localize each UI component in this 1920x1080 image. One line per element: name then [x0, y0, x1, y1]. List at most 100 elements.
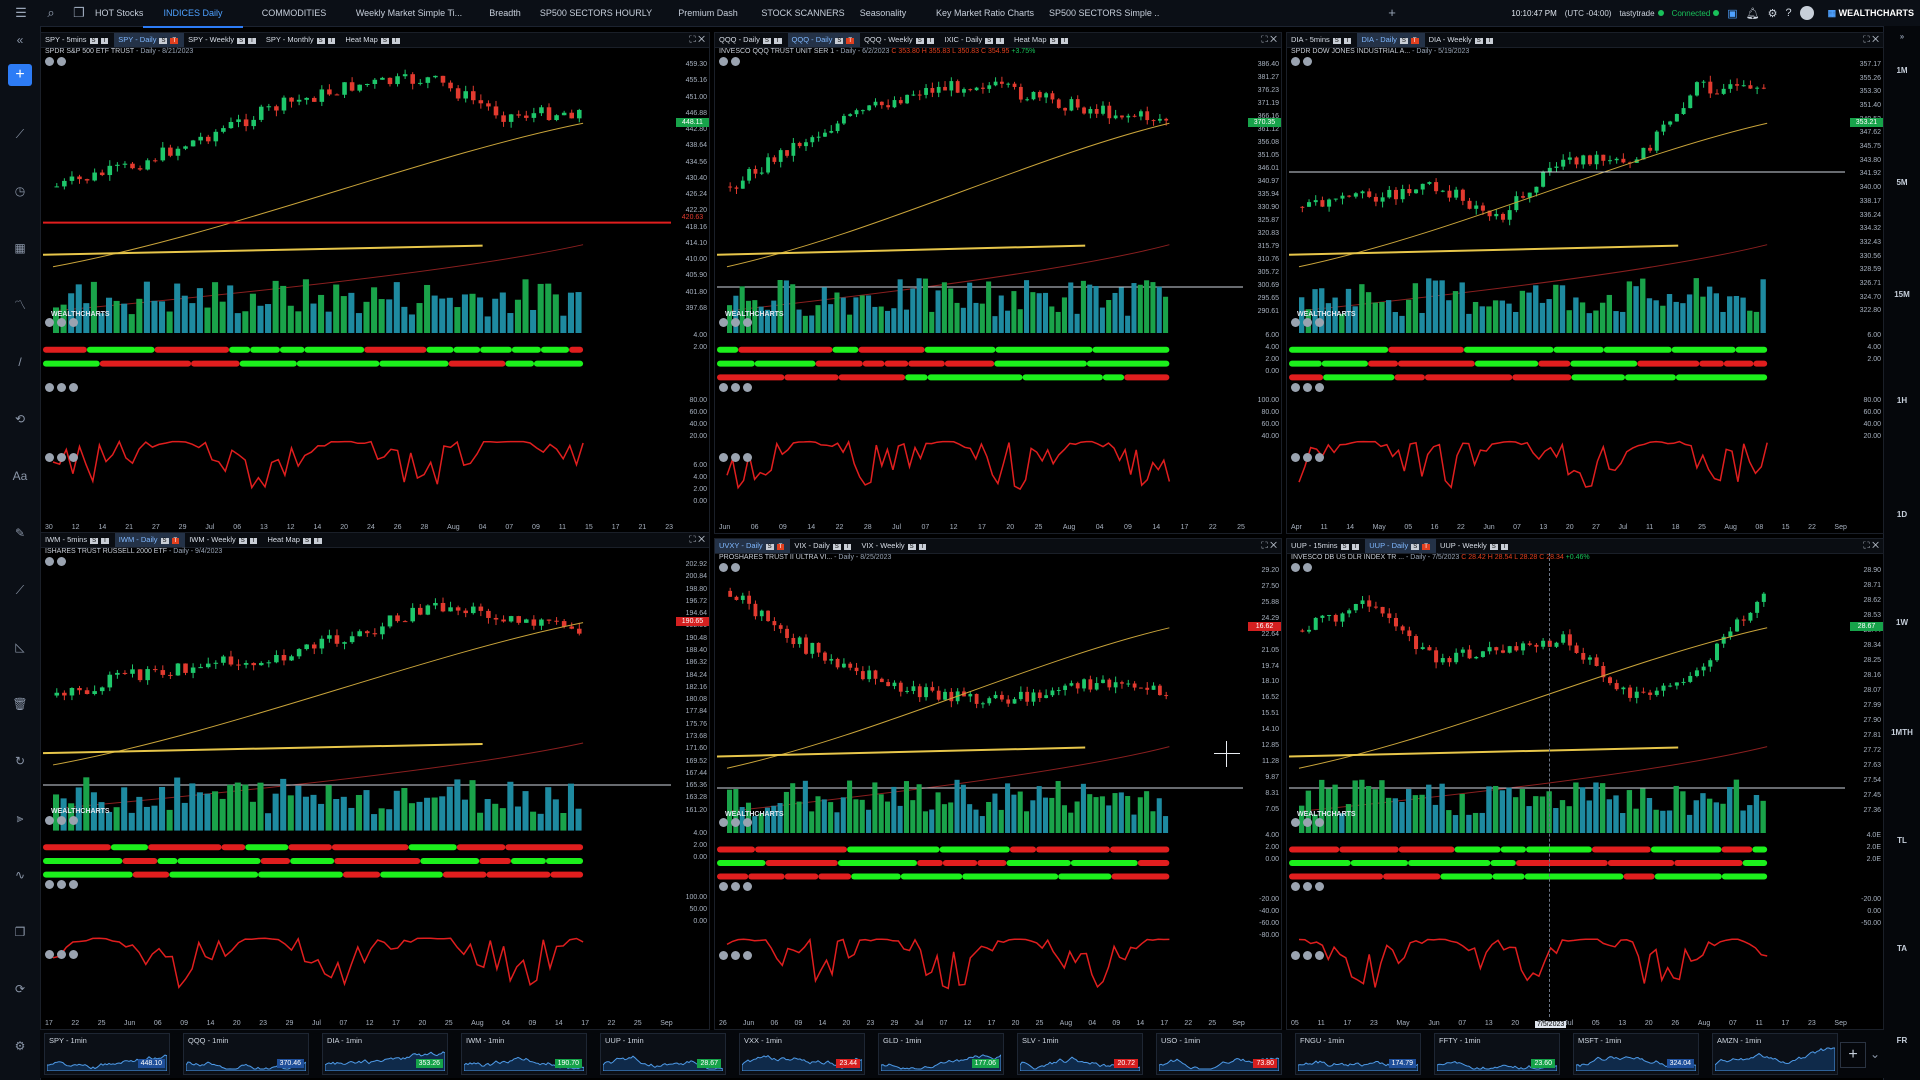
- indicator-controls[interactable]: [719, 453, 755, 464]
- settings-icon[interactable]: S: [160, 538, 169, 544]
- indicator-controls[interactable]: [719, 383, 755, 394]
- panel-tab[interactable]: QQQ - Daily S T: [715, 33, 788, 47]
- watchlist-card[interactable]: UUP - 1min 28.67: [600, 1033, 726, 1075]
- indicator-toggle-icon[interactable]: [1315, 882, 1324, 891]
- watchlist-card[interactable]: DIA - 1min 353.26: [322, 1033, 448, 1075]
- indicator-toggle-icon[interactable]: [45, 383, 54, 392]
- indicator-controls[interactable]: [1291, 318, 1327, 329]
- indicator-toggle-icon[interactable]: [69, 815, 78, 825]
- chart-controls[interactable]: [45, 557, 69, 568]
- trash-icon[interactable]: T: [843, 544, 852, 550]
- chart-toggle-icon[interactable]: [45, 557, 54, 566]
- trash-icon[interactable]: T: [313, 538, 322, 544]
- calendar-icon[interactable]: ▦: [14, 241, 26, 255]
- indicator-toggle-icon[interactable]: [1303, 950, 1312, 960]
- indicator-toggle-icon[interactable]: [1315, 453, 1324, 462]
- indicator-toggle-icon[interactable]: [719, 453, 728, 462]
- price-chart[interactable]: [43, 557, 671, 1013]
- panel-tab[interactable]: SPY - Daily S T: [114, 33, 185, 47]
- panel-tab[interactable]: Heat Map S T: [341, 33, 405, 47]
- indicator-toggle-icon[interactable]: [1303, 383, 1312, 392]
- panel-tab[interactable]: SPY - 5mins S T: [41, 33, 114, 47]
- trash-icon[interactable]: T: [248, 38, 256, 44]
- tab-premium-dash[interactable]: Premium Dash: [678, 8, 738, 18]
- indicator-controls[interactable]: [719, 818, 755, 829]
- tab-weekly-market-simple-ti[interactable]: Weekly Market Simple Ti...: [355, 8, 463, 18]
- watchlist-card[interactable]: FNGU - 1min 174.79: [1295, 1033, 1421, 1075]
- settings-icon[interactable]: S: [985, 38, 994, 44]
- panel-tab[interactable]: Heat Map S T: [263, 533, 327, 547]
- timeframe-1mth[interactable]: 1MTH: [1891, 728, 1913, 737]
- trash-icon[interactable]: T: [101, 538, 109, 544]
- indicator-toggle-icon[interactable]: [45, 453, 54, 462]
- panel-tab[interactable]: VIX - Daily S T: [790, 539, 857, 553]
- tab-stock-scanners[interactable]: STOCK SCANNERS: [761, 8, 845, 18]
- trash-icon[interactable]: T: [249, 538, 258, 544]
- chart-panel-spy[interactable]: SPY - 5mins S T SPY - Daily S T SPY - Weekly S T…: [40, 32, 710, 534]
- tab-key-market-ratio-charts[interactable]: Key Market Ratio Charts: [935, 8, 1035, 18]
- tab-commodities[interactable]: COMMODITIES: [261, 8, 327, 18]
- settings-icon[interactable]: S: [90, 538, 99, 544]
- trash-icon[interactable]: T: [1410, 38, 1419, 44]
- settings-icon[interactable]: S: [1399, 38, 1408, 44]
- price-chart[interactable]: [717, 563, 1243, 1013]
- trash-icon[interactable]: 🗑︎: [12, 697, 28, 711]
- trash-icon[interactable]: T: [1422, 544, 1430, 550]
- trash-icon[interactable]: T: [170, 38, 179, 44]
- timeframe-1m[interactable]: 1M: [1896, 66, 1908, 75]
- watchlist-card[interactable]: USO - 1min 73.80: [1156, 1033, 1282, 1075]
- hamburger-menu-icon[interactable]: ☰: [15, 5, 27, 20]
- indicator-toggle-icon[interactable]: [743, 818, 752, 828]
- chart-toggle-icon[interactable]: [57, 57, 66, 66]
- indicator-controls[interactable]: [1291, 383, 1327, 394]
- price-chart[interactable]: [717, 57, 1243, 517]
- close-icon[interactable]: ✕: [1270, 34, 1277, 44]
- indicator-toggle-icon[interactable]: [1315, 383, 1324, 392]
- price-chart[interactable]: [1289, 563, 1845, 1013]
- indicator-controls[interactable]: [1291, 453, 1327, 464]
- trash-icon[interactable]: T: [1343, 38, 1352, 44]
- settings-icon[interactable]: S: [1411, 544, 1420, 550]
- indicator-toggle-icon[interactable]: [1303, 318, 1312, 327]
- watchlist-card[interactable]: SLV - 1min 20.72: [1017, 1033, 1143, 1075]
- settings-icon[interactable]: S: [1049, 38, 1058, 44]
- settings-icon[interactable]: S: [1489, 544, 1498, 550]
- settings-icon[interactable]: S: [907, 544, 916, 550]
- settings-icon[interactable]: S: [380, 38, 389, 44]
- collapse-left-icon[interactable]: «: [16, 33, 24, 47]
- settings-icon[interactable]: S: [835, 38, 844, 44]
- panel-tab[interactable]: UUP - Daily S T: [1365, 539, 1436, 553]
- trash-icon[interactable]: T: [327, 38, 336, 44]
- indicator-toggle-icon[interactable]: [743, 318, 752, 327]
- indicator-toggle-icon[interactable]: [57, 383, 66, 392]
- indicator-controls[interactable]: [719, 882, 755, 893]
- time-axis[interactable]: 05111723MayJun07132026Jul05132026Aug0711…: [1291, 1020, 1847, 1027]
- trash-icon[interactable]: T: [171, 538, 180, 544]
- indicator-toggle-icon[interactable]: [57, 453, 66, 462]
- watchlist-card[interactable]: FFTY - 1min 23.60: [1434, 1033, 1560, 1075]
- chart-toggle-icon[interactable]: [731, 563, 740, 572]
- indicator-toggle-icon[interactable]: [69, 318, 78, 327]
- indicator-toggle-icon[interactable]: [1315, 950, 1324, 960]
- maximize-icon[interactable]: ⛶: [1863, 34, 1873, 44]
- watchlist-card[interactable]: VXX - 1min 23.44: [739, 1033, 865, 1075]
- maximize-icon[interactable]: ⛶: [689, 534, 699, 544]
- indicator-controls[interactable]: [719, 318, 755, 329]
- panel-tab[interactable]: IXIC - Daily S T: [940, 33, 1010, 47]
- watchlist-card[interactable]: GLD - 1min 177.06: [878, 1033, 1004, 1075]
- indicator-toggle-icon[interactable]: [719, 383, 728, 392]
- clock-icon[interactable]: ◷: [14, 184, 26, 198]
- settings-icon[interactable]: S: [1332, 38, 1341, 44]
- watchlist-card[interactable]: AMZN - 1min: [1712, 1033, 1838, 1075]
- chart-panel-qqq[interactable]: QQQ - Daily S T QQQ - Daily S T QQQ - Weekly S T…: [714, 32, 1282, 534]
- indicator-toggle-icon[interactable]: [731, 882, 740, 891]
- panel-tab[interactable]: SPY - Weekly S T: [184, 33, 262, 47]
- shapes-icon[interactable]: ⟲: [14, 412, 26, 426]
- panel-tab[interactable]: DIA - Weekly S T: [1425, 33, 1500, 47]
- indicator-controls[interactable]: [45, 383, 81, 394]
- maximize-icon[interactable]: ⛶: [1261, 540, 1271, 550]
- panel-tab[interactable]: QQQ - Weekly S T: [860, 33, 940, 47]
- timeframe-15m[interactable]: 15M: [1894, 290, 1910, 299]
- indicator-toggle-icon[interactable]: [1291, 453, 1300, 462]
- trash-icon[interactable]: T: [776, 544, 785, 550]
